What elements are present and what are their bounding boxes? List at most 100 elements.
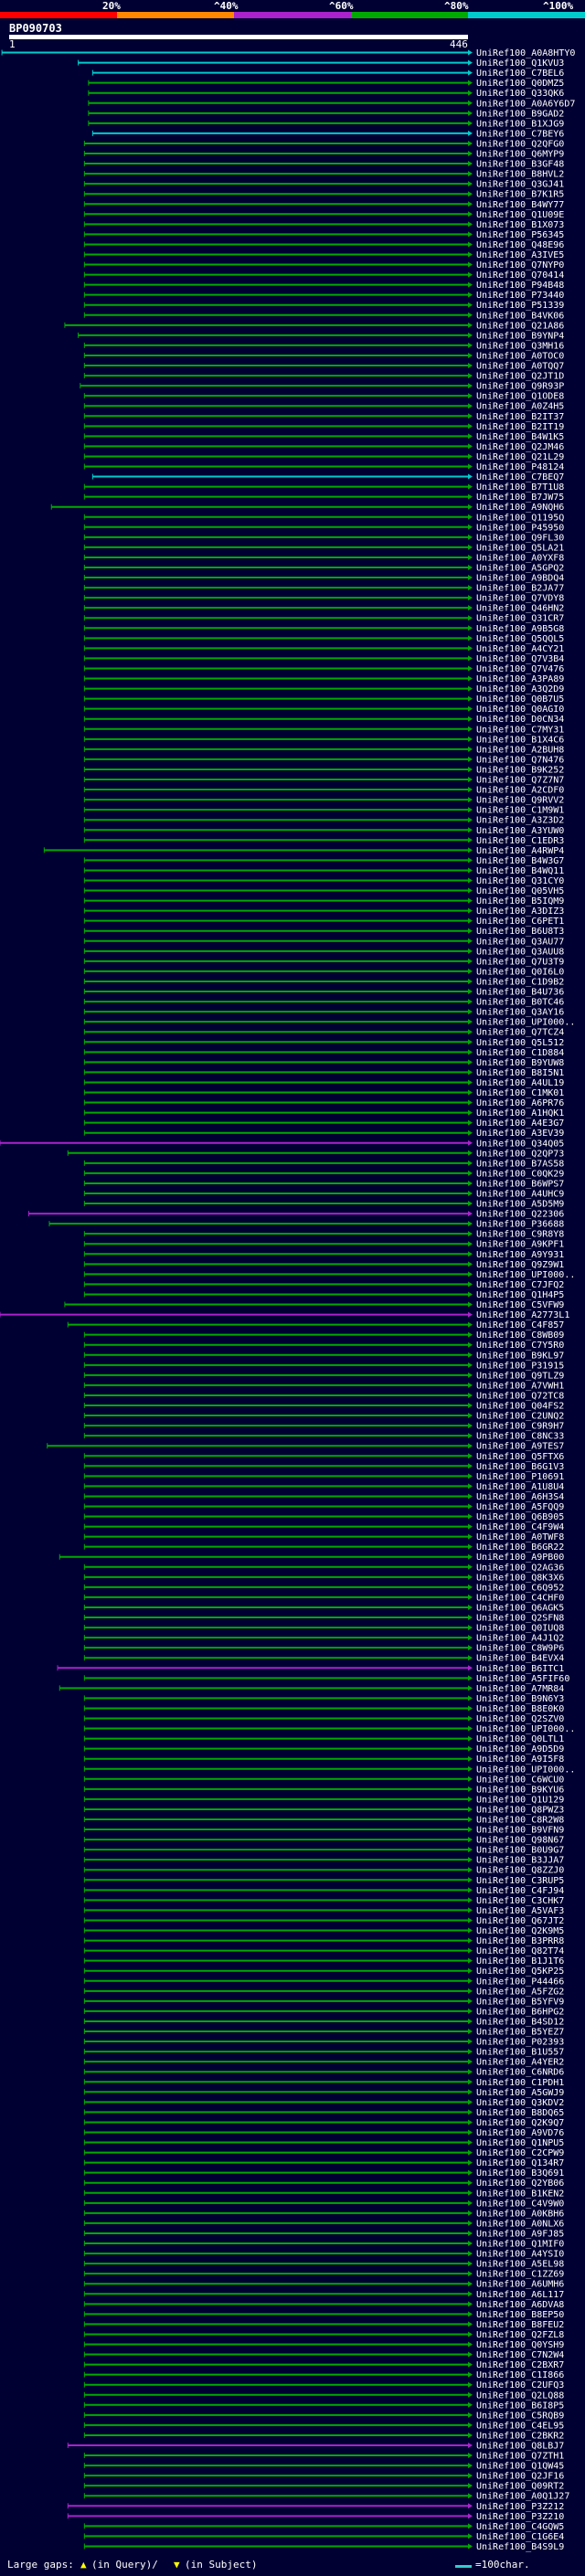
hit-row[interactable]: UniRef100_Q1KVU3 xyxy=(78,58,565,69)
hit-row[interactable]: UniRef100_Q21L29 xyxy=(83,452,564,462)
hit-label[interactable]: UniRef100_B9KYU6 xyxy=(476,1785,564,1795)
hit-row[interactable]: UniRef100_Q0YSH9 xyxy=(83,2340,564,2350)
hit-label[interactable]: UniRef100_Q0IUQ8 xyxy=(476,1624,564,1634)
hit-label[interactable]: UniRef100_B6GR22 xyxy=(476,1542,564,1553)
hit-row[interactable]: UniRef100_C1PDH1 xyxy=(83,2078,564,2088)
hit-row[interactable]: UniRef100_A9VD76 xyxy=(83,2128,564,2138)
hit-label[interactable]: UniRef100_P3Z210 xyxy=(476,2512,564,2522)
hit-row[interactable]: UniRef100_C4F9W4 xyxy=(83,1522,564,1532)
hit-row[interactable]: UniRef100_C4V9W0 xyxy=(83,2199,564,2209)
hit-label[interactable]: UniRef100_C1ZZ69 xyxy=(476,2270,564,2280)
hit-label[interactable]: UniRef100_B2IT19 xyxy=(476,422,564,432)
hit-row[interactable]: UniRef100_C8NC33 xyxy=(83,1432,564,1442)
hit-row[interactable]: UniRef100_P31915 xyxy=(83,1361,564,1371)
hit-row[interactable]: UniRef100_P94B48 xyxy=(83,281,564,291)
hit-row[interactable]: UniRef100_Q2AG36 xyxy=(83,1563,564,1573)
hit-label[interactable]: UniRef100_P73440 xyxy=(476,291,564,301)
hit-label[interactable]: UniRef100_C5VFW9 xyxy=(476,1300,564,1310)
hit-row[interactable]: UniRef100_Q1NPU5 xyxy=(83,2138,564,2148)
hit-row[interactable]: UniRef100_Q22306 xyxy=(27,1210,564,1220)
hit-label[interactable]: UniRef100_Q1NPU5 xyxy=(476,2138,564,2148)
hit-row[interactable]: UniRef100_Q2JM46 xyxy=(83,442,564,452)
hit-label[interactable]: UniRef100_A0Z4H5 xyxy=(476,402,564,412)
hit-label[interactable]: UniRef100_B5YEZ7 xyxy=(476,2028,564,2038)
hit-label[interactable]: UniRef100_B9YNP4 xyxy=(476,331,564,341)
hit-label[interactable]: UniRef100_B1U557 xyxy=(476,2048,564,2058)
hit-label[interactable]: UniRef100_C1D884 xyxy=(476,1048,564,1058)
hit-label[interactable]: UniRef100_C7Y5R0 xyxy=(476,1341,564,1351)
hit-label[interactable]: UniRef100_C2UFQ3 xyxy=(476,2380,564,2390)
hit-label[interactable]: UniRef100_A2BUH8 xyxy=(476,745,564,755)
hit-label[interactable]: UniRef100_C1PDH1 xyxy=(476,2078,564,2088)
hit-label[interactable]: UniRef100_C3CHK7 xyxy=(476,1896,564,1906)
hit-label[interactable]: UniRef100_B6HPG2 xyxy=(476,2007,564,2017)
hit-label[interactable]: UniRef100_A9PB00 xyxy=(476,1553,564,1563)
hit-row[interactable]: UniRef100_Q1QW45 xyxy=(83,2462,564,2472)
hit-label[interactable]: UniRef100_B2IT37 xyxy=(476,412,564,422)
hit-row[interactable]: UniRef100_B1KEN2 xyxy=(83,2189,564,2199)
hit-label[interactable]: UniRef100_Q1U09E xyxy=(476,210,564,220)
hit-row[interactable]: UniRef100_Q9TLZ9 xyxy=(83,1371,564,1381)
hit-label[interactable]: UniRef100_P45950 xyxy=(476,523,564,533)
hit-label[interactable]: UniRef100_A5EL98 xyxy=(476,2260,564,2270)
hit-row[interactable]: UniRef100_A9D5D9 xyxy=(83,1744,564,1754)
hit-row[interactable]: UniRef100_Q8ZZJ0 xyxy=(83,1866,564,1876)
hit-row[interactable]: UniRef100_P45950 xyxy=(83,523,564,533)
hit-label[interactable]: UniRef100_B1KEN2 xyxy=(476,2189,564,2199)
hit-label[interactable]: UniRef100_A3EV39 xyxy=(476,1129,564,1139)
hit-label[interactable]: UniRef100_B8I5N1 xyxy=(476,1068,564,1078)
hit-label[interactable]: UniRef100_C1M9W1 xyxy=(476,806,564,816)
hit-label[interactable]: UniRef100_B5IQM9 xyxy=(476,896,564,906)
hit-label[interactable]: UniRef100_C6WCU0 xyxy=(476,1775,564,1785)
hit-row[interactable]: UniRef100_C9R9H7 xyxy=(83,1422,564,1432)
hit-row[interactable]: UniRef100_A0TOC0 xyxy=(83,351,564,361)
hit-label[interactable]: UniRef100_B4W3G7 xyxy=(476,856,564,866)
hit-label[interactable]: UniRef100_A4J1Q2 xyxy=(476,1634,564,1644)
hit-label[interactable]: UniRef100_B8HVL2 xyxy=(476,170,564,180)
hit-label[interactable]: UniRef100_B6I8P5 xyxy=(476,2401,564,2411)
hit-row[interactable]: UniRef100_Q0IUQ8 xyxy=(83,1624,564,1634)
hit-label[interactable]: UniRef100_Q7NYP0 xyxy=(476,260,564,270)
hit-label[interactable]: UniRef100_C1D9B2 xyxy=(476,977,564,987)
hit-row[interactable]: UniRef100_B6HPG2 xyxy=(83,2007,564,2017)
hit-label[interactable]: UniRef100_Q6AGK5 xyxy=(476,1603,564,1613)
hit-row[interactable]: UniRef100_Q0I6L0 xyxy=(83,967,564,977)
hit-label[interactable]: UniRef100_A0NLX6 xyxy=(476,2219,564,2229)
hit-label[interactable]: UniRef100_B1XJG9 xyxy=(476,119,564,129)
hit-row[interactable]: UniRef100_B0U9G7 xyxy=(83,1846,564,1856)
hit-row[interactable]: UniRef100_Q7Z7N7 xyxy=(83,776,564,786)
hit-label[interactable]: UniRef100_C3RUP5 xyxy=(476,1876,564,1886)
hit-row[interactable]: UniRef100_A0YXF8 xyxy=(83,553,564,563)
hit-label[interactable]: UniRef100_C6Q952 xyxy=(476,1583,564,1593)
hit-row[interactable]: UniRef100_Q0DMZ5 xyxy=(88,79,564,89)
hit-row[interactable]: UniRef100_Q7U3T9 xyxy=(83,957,564,967)
hit-row[interactable]: UniRef100_Q7ZTH1 xyxy=(83,2452,564,2462)
hit-row[interactable]: UniRef100_B4WY77 xyxy=(83,200,564,210)
hit-label[interactable]: UniRef100_A3Q2D9 xyxy=(476,684,564,694)
hit-row[interactable]: UniRef100_B3GF48 xyxy=(83,160,564,170)
hit-label[interactable]: UniRef100_Q2AG36 xyxy=(476,1563,564,1573)
hit-label[interactable]: UniRef100_P3Z212 xyxy=(476,2502,564,2512)
hit-label[interactable]: UniRef100_Q8ZZJ0 xyxy=(476,1866,564,1876)
hit-label[interactable]: UniRef100_C7BEQ7 xyxy=(476,472,564,482)
hit-row[interactable]: UniRef100_B7JW75 xyxy=(83,493,564,503)
hit-row[interactable]: UniRef100_B8E0K0 xyxy=(83,1704,564,1714)
hit-label[interactable]: UniRef100_B4SD12 xyxy=(476,2017,564,2027)
hit-label[interactable]: UniRef100_Q1U129 xyxy=(476,1795,564,1805)
hit-label[interactable]: UniRef100_Q33QK6 xyxy=(476,89,564,99)
hit-row[interactable]: UniRef100_Q98N67 xyxy=(83,1836,564,1846)
hit-row[interactable]: UniRef100_Q6B905 xyxy=(83,1512,564,1522)
hit-row[interactable]: UniRef100_Q8PWZ3 xyxy=(83,1805,564,1815)
hit-row[interactable]: UniRef100_A9NQH6 xyxy=(50,503,564,513)
hit-label[interactable]: UniRef100_A0Q1J27 xyxy=(476,2492,569,2502)
hit-row[interactable]: UniRef100_Q2JT1D xyxy=(83,372,564,382)
hit-row[interactable]: UniRef100_Q31CR7 xyxy=(83,614,564,624)
hit-row[interactable]: UniRef100_C1D884 xyxy=(83,1048,564,1058)
hit-label[interactable]: UniRef100_B6U8T3 xyxy=(476,927,564,937)
hit-row[interactable]: UniRef100_C6PET1 xyxy=(83,917,564,927)
hit-label[interactable]: UniRef100_Q5FTX6 xyxy=(476,1452,564,1462)
hit-label[interactable]: UniRef100_Q6B905 xyxy=(476,1512,564,1522)
hit-row[interactable]: UniRef100_Q3KDV2 xyxy=(83,2098,564,2108)
hit-row[interactable]: UniRef100_A4YSI0 xyxy=(83,2250,564,2260)
hit-row[interactable]: UniRef100_Q9RVV2 xyxy=(83,796,564,806)
